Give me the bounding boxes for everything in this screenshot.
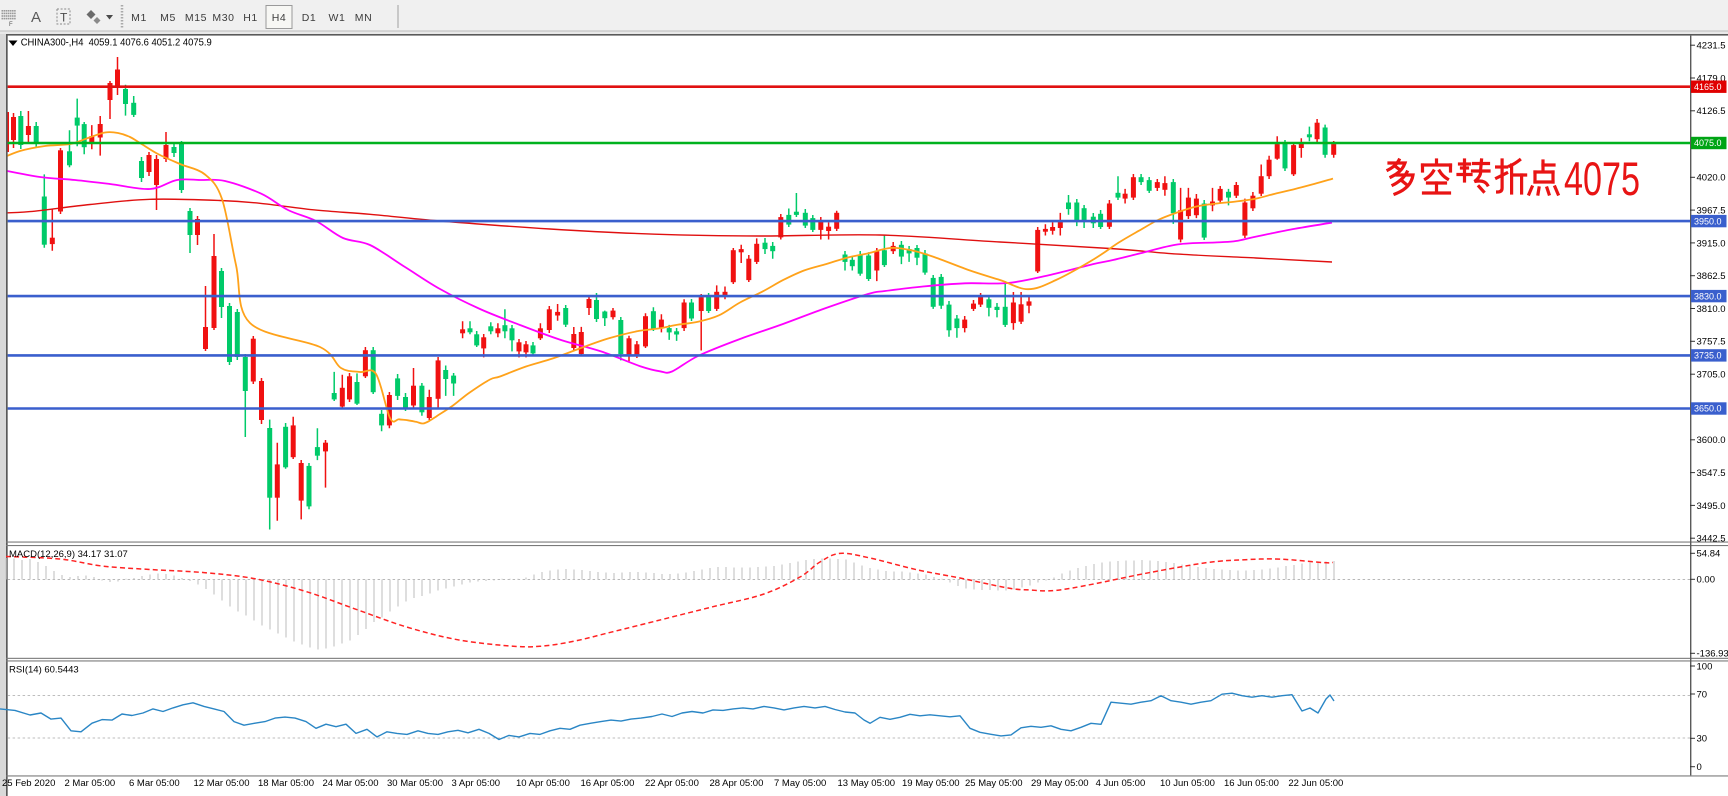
svg-text:MN: MN bbox=[355, 12, 373, 24]
svg-text:W1: W1 bbox=[329, 12, 346, 24]
svg-text:28 Apr 05:00: 28 Apr 05:00 bbox=[710, 778, 764, 789]
svg-text:H1: H1 bbox=[243, 12, 258, 24]
svg-text:M15: M15 bbox=[185, 12, 207, 24]
svg-text:12 Mar 05:00: 12 Mar 05:00 bbox=[194, 778, 250, 789]
svg-text:3862.5: 3862.5 bbox=[1697, 271, 1726, 282]
svg-text:4179.0: 4179.0 bbox=[1697, 73, 1726, 84]
svg-text:54.84: 54.84 bbox=[1697, 549, 1721, 560]
svg-text:3950.0: 3950.0 bbox=[1694, 216, 1722, 226]
svg-text:22 Apr 05:00: 22 Apr 05:00 bbox=[645, 778, 699, 789]
svg-text:16 Jun 05:00: 16 Jun 05:00 bbox=[1224, 778, 1279, 789]
svg-text:RSI(14) 60.5443: RSI(14) 60.5443 bbox=[9, 665, 79, 676]
svg-text:D1: D1 bbox=[302, 12, 317, 24]
svg-text:-136.93: -136.93 bbox=[1697, 649, 1728, 660]
svg-text:M30: M30 bbox=[212, 12, 234, 24]
svg-text:18 Mar 05:00: 18 Mar 05:00 bbox=[258, 778, 314, 789]
svg-text:H4: H4 bbox=[272, 12, 287, 24]
svg-text:CHINA300-,H4 4059.1 4076.6 40: CHINA300-,H4 4059.1 4076.6 4051.2 4075.9 bbox=[21, 38, 212, 49]
svg-text:3830.0: 3830.0 bbox=[1694, 291, 1722, 301]
svg-text:3757.5: 3757.5 bbox=[1697, 337, 1726, 348]
svg-text:4020.0: 4020.0 bbox=[1697, 173, 1726, 184]
svg-text:0: 0 bbox=[1697, 762, 1702, 773]
svg-text:T: T bbox=[60, 11, 68, 25]
svg-text:16 Apr 05:00: 16 Apr 05:00 bbox=[581, 778, 635, 789]
svg-text:3600.0: 3600.0 bbox=[1697, 435, 1726, 446]
svg-text:F: F bbox=[9, 22, 13, 28]
svg-text:30 Mar 05:00: 30 Mar 05:00 bbox=[387, 778, 443, 789]
svg-text:25 Feb 2020: 25 Feb 2020 bbox=[2, 778, 55, 789]
svg-text:0.00: 0.00 bbox=[1697, 575, 1716, 586]
svg-text:4075.0: 4075.0 bbox=[1694, 138, 1722, 148]
svg-text:3547.5: 3547.5 bbox=[1697, 468, 1726, 479]
svg-text:3915.0: 3915.0 bbox=[1697, 238, 1726, 249]
svg-text:3 Apr 05:00: 3 Apr 05:00 bbox=[452, 778, 501, 789]
svg-text:M1: M1 bbox=[131, 12, 147, 24]
svg-text:29 May 05:00: 29 May 05:00 bbox=[1031, 778, 1089, 789]
svg-text:4 Jun 05:00: 4 Jun 05:00 bbox=[1096, 778, 1146, 789]
svg-text:A: A bbox=[31, 9, 41, 26]
svg-text:3442.5: 3442.5 bbox=[1697, 534, 1726, 545]
svg-text:30: 30 bbox=[1697, 734, 1708, 745]
svg-text:M5: M5 bbox=[160, 12, 176, 24]
svg-text:4231.5: 4231.5 bbox=[1697, 41, 1726, 52]
svg-text:3810.0: 3810.0 bbox=[1697, 304, 1726, 315]
svg-text:19 May 05:00: 19 May 05:00 bbox=[902, 778, 960, 789]
svg-text:4126.5: 4126.5 bbox=[1697, 106, 1726, 117]
svg-text:6 Mar 05:00: 6 Mar 05:00 bbox=[129, 778, 180, 789]
svg-text:22 Jun 05:00: 22 Jun 05:00 bbox=[1288, 778, 1343, 789]
svg-text:70: 70 bbox=[1697, 689, 1708, 700]
svg-text:25 May 05:00: 25 May 05:00 bbox=[965, 778, 1023, 789]
svg-text:3735.0: 3735.0 bbox=[1694, 351, 1722, 361]
svg-text:10 Apr 05:00: 10 Apr 05:00 bbox=[516, 778, 570, 789]
svg-text:MACD(12,26,9) 34.17 31.07: MACD(12,26,9) 34.17 31.07 bbox=[9, 549, 128, 560]
svg-text:24 Mar 05:00: 24 Mar 05:00 bbox=[323, 778, 379, 789]
svg-text:3705.0: 3705.0 bbox=[1697, 370, 1726, 381]
svg-text:4165.0: 4165.0 bbox=[1694, 82, 1722, 92]
svg-text:3495.0: 3495.0 bbox=[1697, 501, 1726, 512]
svg-text:10 Jun 05:00: 10 Jun 05:00 bbox=[1160, 778, 1215, 789]
svg-text:7 May 05:00: 7 May 05:00 bbox=[774, 778, 826, 789]
svg-text:3967.5: 3967.5 bbox=[1697, 206, 1726, 217]
svg-text:3650.0: 3650.0 bbox=[1694, 404, 1722, 414]
svg-text:13 May 05:00: 13 May 05:00 bbox=[838, 778, 896, 789]
svg-text:4075: 4075 bbox=[1564, 152, 1640, 205]
svg-text:2 Mar 05:00: 2 Mar 05:00 bbox=[65, 778, 116, 789]
svg-text:100: 100 bbox=[1697, 661, 1713, 672]
